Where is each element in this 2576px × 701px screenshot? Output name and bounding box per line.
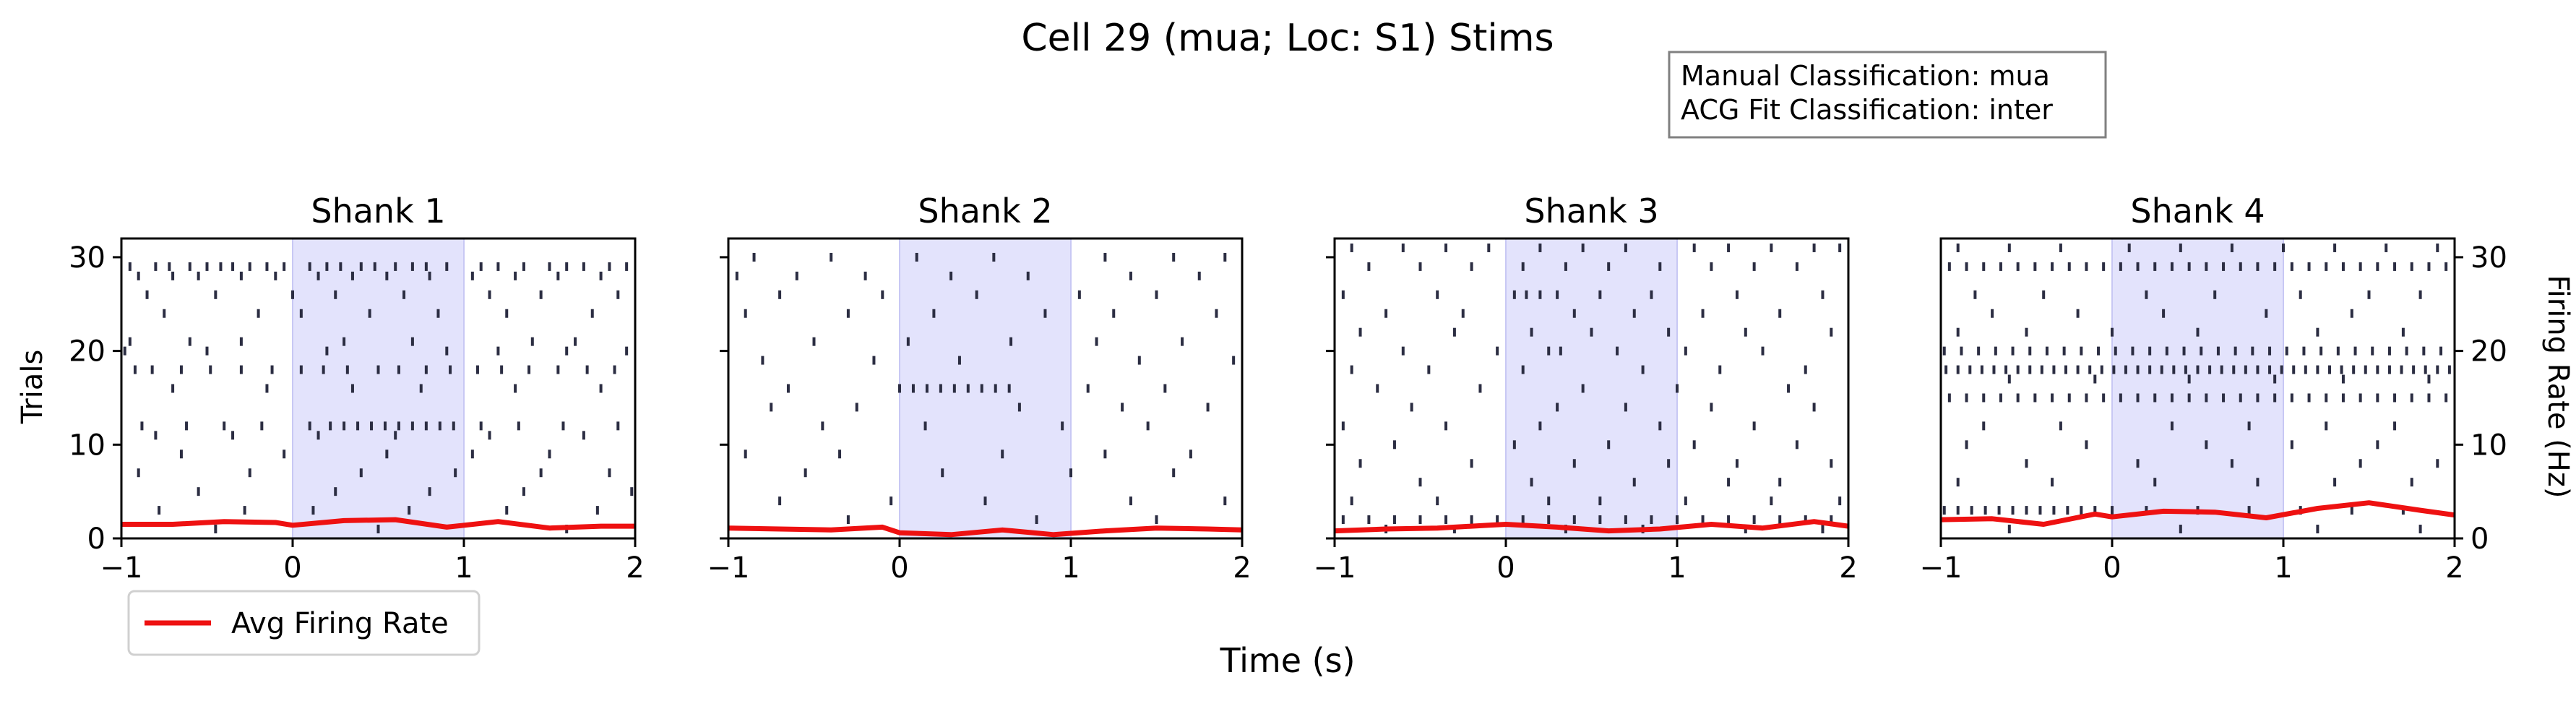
- x-tick-label: −1: [707, 551, 750, 585]
- panel-frame: [727, 237, 1244, 540]
- info-box-line-manual: Manual Classification: mua: [1681, 60, 2050, 92]
- y-tick-label: 0: [87, 522, 105, 556]
- spike-group: [1341, 243, 1842, 534]
- x-tick-label: −1: [1920, 551, 1963, 585]
- panel-frame: [1333, 237, 1850, 540]
- y-tick-label: 20: [69, 335, 105, 369]
- firing-rate-line: [728, 524, 1242, 538]
- x-tick-label: 1: [2274, 551, 2292, 585]
- firing-rate-line: [1335, 519, 1848, 534]
- x-tick-label: −1: [1314, 551, 1356, 585]
- spike-group: [123, 262, 634, 534]
- x-tick-label: 0: [2103, 551, 2121, 585]
- firing-rate-line: [121, 517, 635, 531]
- y-tick-label: 30: [2471, 241, 2507, 275]
- x-tick-label: 1: [1061, 551, 1080, 585]
- y-tick-label: 10: [69, 429, 105, 462]
- stim-window: [2111, 238, 2284, 539]
- y-tick-label: 20: [2471, 335, 2507, 369]
- x-axis-label: Time (s): [1219, 641, 1355, 680]
- panel-2: −1 0 1 2 Shank 2: [707, 192, 1252, 585]
- stim-window: [1505, 238, 1678, 539]
- panel-3: −1 0 1 2 Shank 3: [1314, 192, 1858, 585]
- x-tick-label: 0: [283, 551, 301, 585]
- panel-frame: [120, 237, 637, 540]
- x-tick-label: 2: [1839, 551, 1857, 585]
- y-tick-label: 30: [69, 241, 105, 275]
- x-tick-label: −1: [100, 551, 143, 585]
- spike-group: [735, 252, 1236, 525]
- x-tick-label: 1: [1668, 551, 1686, 585]
- stim-window: [899, 238, 1072, 539]
- x-tick-label: 2: [1233, 551, 1251, 585]
- info-box: Manual Classification: mua ACG Fit Class…: [1668, 51, 2107, 139]
- legend-frame: [127, 590, 481, 656]
- figure-title: Cell 29 (mua; Loc: S1) Stims: [1021, 17, 1554, 60]
- y-tick-label: 0: [2471, 522, 2489, 556]
- x-tick-label: 2: [626, 551, 644, 585]
- y-tick-label: 10: [2471, 429, 2507, 462]
- legend: Avg Firing Rate: [127, 590, 481, 656]
- x-tick-label: 0: [890, 551, 908, 585]
- x-tick-label: 0: [1496, 551, 1515, 585]
- panel-frame: [1939, 237, 2456, 540]
- info-box-frame: [1668, 51, 2107, 139]
- x-tick-label: 2: [2445, 551, 2463, 585]
- spike-group: [1942, 243, 2451, 534]
- firing-rate-line: [1941, 500, 2455, 527]
- panel-title: Shank 1: [311, 192, 445, 231]
- stim-window: [292, 238, 465, 539]
- panel-title: Shank 4: [2130, 192, 2265, 231]
- panel-title: Shank 3: [1524, 192, 1658, 231]
- x-tick-label: 1: [455, 551, 473, 585]
- right-y-axis-label: Firing Rate (Hz): [2541, 275, 2575, 499]
- info-box-line-acg: ACG Fit Classification: inter: [1681, 94, 2053, 126]
- legend-label: Avg Firing Rate: [231, 607, 449, 640]
- panel-title: Shank 2: [918, 192, 1052, 231]
- left-y-axis-label: Trials: [16, 350, 49, 425]
